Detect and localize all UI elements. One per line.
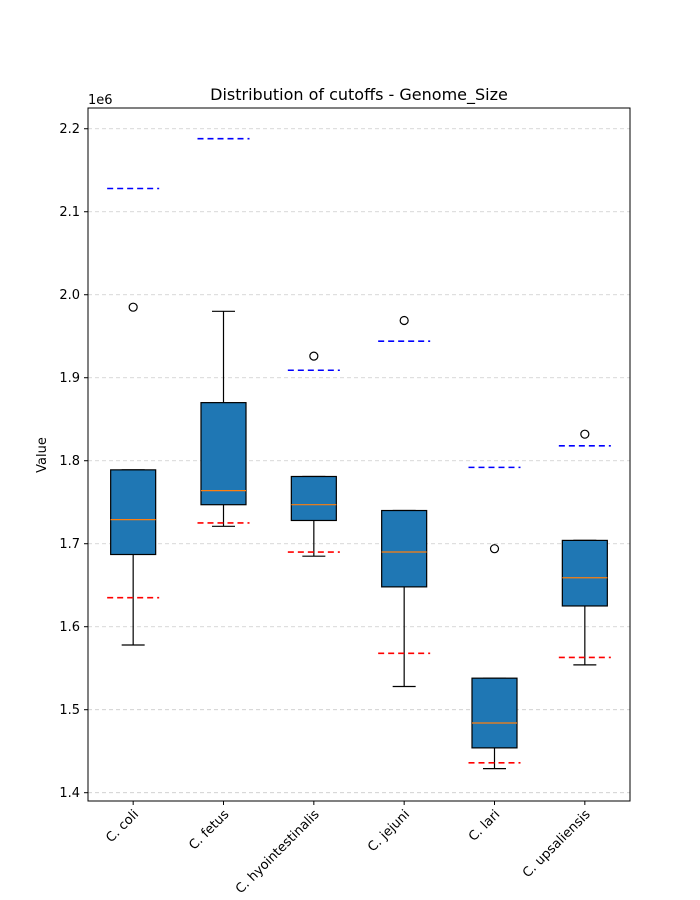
plot-elements [107, 137, 611, 770]
y-tick-label: 2.2 [59, 122, 80, 137]
y-axis-label: Value [35, 437, 50, 473]
box-group [197, 137, 250, 527]
outlier-point [489, 544, 500, 554]
box-iqr [561, 539, 608, 607]
x-tick-label: C. coli [103, 807, 142, 846]
outlier-point [399, 315, 409, 326]
x-tick-label: C. jejuni [365, 807, 413, 855]
x-tick-label: C. fetus [186, 807, 232, 853]
gridlines [88, 128, 630, 794]
x-tick-label: C. lari [466, 807, 503, 844]
y-tick-label: 1.7 [59, 537, 80, 552]
y-tick-label: 1.4 [59, 786, 80, 801]
box-iqr [290, 475, 337, 522]
box-iqr [471, 677, 518, 749]
box-iqr [200, 402, 247, 506]
y-tick-label: 2.0 [59, 288, 80, 303]
box-group [558, 429, 611, 666]
y-tick-label: 1.5 [59, 703, 80, 718]
outlier-point [128, 302, 138, 312]
box-group [287, 351, 340, 557]
x-tick-label: C. hyointestinalis [233, 807, 323, 897]
y-axis-offset-label: 1e6 [88, 93, 113, 108]
y-tick-label: 1.6 [59, 620, 80, 635]
box-group [378, 315, 431, 688]
outlier-point [309, 351, 319, 361]
chart-title: Distribution of cutoffs - Genome_Size [210, 85, 508, 105]
plot-area-frame [87, 107, 631, 802]
y-tick-label: 1.9 [59, 371, 80, 386]
box-iqr [110, 469, 157, 556]
box-iqr [381, 509, 428, 588]
outlier-point [580, 429, 590, 439]
box-group [107, 187, 160, 646]
y-tick-label: 2.1 [59, 205, 80, 220]
y-tick-label: 1.8 [59, 454, 80, 469]
x-tick-label: C. upsaliensis [520, 807, 594, 881]
box-group [468, 466, 521, 770]
